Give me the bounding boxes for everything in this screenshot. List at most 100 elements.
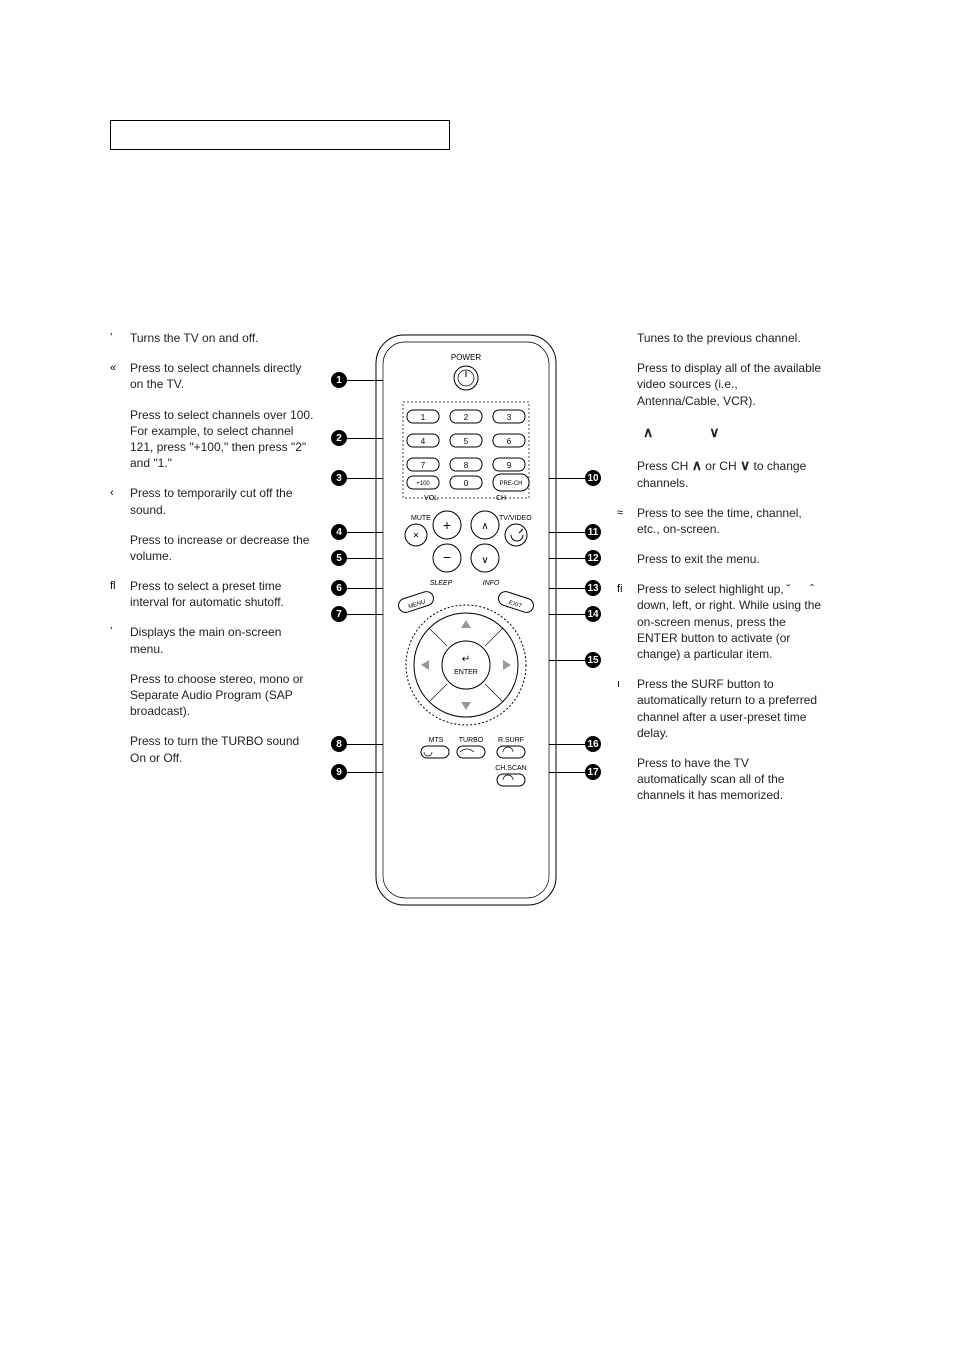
- leader-line: [347, 380, 383, 381]
- label-chscan: CH.SCAN: [495, 765, 527, 772]
- text: Press the SURF button to automatically r…: [637, 677, 817, 740]
- text: Tunes to the previous channel.: [637, 331, 801, 345]
- desc-chscan: Press to have the TV automatically scan …: [617, 755, 822, 804]
- num: ı: [617, 677, 620, 692]
- svg-text:3: 3: [507, 413, 512, 422]
- svg-text:8: 8: [464, 461, 469, 470]
- nav-glyphs: ˘ ˆ: [787, 581, 822, 597]
- key-0: 0: [464, 479, 469, 488]
- text: Press to display all of the available vi…: [637, 361, 821, 407]
- desc-rsurf: ı Press the SURF button to automatically…: [617, 676, 822, 741]
- svg-text:1: 1: [421, 413, 426, 422]
- callout-2: 2: [331, 430, 347, 446]
- text: Press to temporarily cut off the sound.: [130, 486, 293, 516]
- label-ch: CH: [496, 495, 506, 502]
- title-box: [110, 120, 450, 150]
- label-mute: MUTE: [411, 515, 431, 522]
- desc-menu: ʼ Displays the main on-screen menu.: [110, 624, 315, 656]
- leader-line: [549, 772, 585, 773]
- text: Press to select channels directly on the…: [130, 361, 301, 391]
- chevron-up-icon: ∧: [643, 423, 653, 442]
- text: Press to select a preset time interval f…: [130, 579, 284, 609]
- callout-1: 1: [331, 372, 347, 388]
- text: Press to see the time, channel, etc., on…: [637, 506, 802, 536]
- text: Press to have the TV automatically scan …: [637, 756, 784, 802]
- label-enter: ENTER: [454, 669, 478, 676]
- callout-17: 17: [585, 764, 601, 780]
- desc-power: ʼ Turns the TV on and off.: [110, 330, 315, 346]
- chevron-down-icon: ∨: [709, 423, 719, 442]
- leader-line: [549, 558, 585, 559]
- chevron-up-icon: ∧: [692, 457, 702, 473]
- chevron-row: ∧ ∨: [617, 423, 822, 442]
- num: ʼ: [110, 625, 112, 640]
- desc-tvvideo: Press to display all of the available vi…: [617, 360, 822, 409]
- callout-9: 9: [331, 764, 347, 780]
- callout-10: 10: [585, 470, 601, 486]
- label-info: INFO: [483, 580, 500, 587]
- num: ‹: [110, 486, 114, 501]
- leader-line: [347, 588, 383, 589]
- ch-down-icon: ∨: [481, 555, 488, 566]
- text: Press to exit the menu.: [637, 552, 760, 566]
- callout-6: 6: [331, 580, 347, 596]
- label-rsurf: R.SURF: [498, 737, 524, 744]
- svg-text:6: 6: [507, 437, 512, 446]
- num: ʼ: [110, 331, 112, 346]
- callout-14: 14: [585, 606, 601, 622]
- mute-icon: ✕: [413, 531, 420, 540]
- vol-down-icon: −: [443, 549, 451, 565]
- num: ﬂ: [110, 579, 116, 594]
- desc-mts: Press to choose stereo, mono or Separate…: [110, 671, 315, 720]
- callout-4: 4: [331, 524, 347, 540]
- text: Press CH ∧ or CH ∨ to change channels.: [637, 459, 806, 490]
- leader-line: [347, 772, 383, 773]
- ch-up-icon: ∧: [481, 521, 488, 532]
- label-turbo: TURBO: [459, 737, 484, 744]
- label-prech: PRE-CH: [499, 481, 522, 487]
- label-power: POWER: [451, 353, 481, 362]
- page: ʼ Turns the TV on and off. « Press to se…: [0, 0, 954, 1351]
- desc-prech: Tunes to the previous channel.: [617, 330, 822, 346]
- desc-direct-channels: « Press to select channels directly on t…: [110, 360, 315, 392]
- desc-volume: Press to increase or decrease the volume…: [110, 532, 315, 564]
- svg-text:7: 7: [421, 461, 426, 470]
- svg-text:5: 5: [464, 437, 469, 446]
- label-mts: MTS: [429, 737, 444, 744]
- desc-info: ≈ Press to see the time, channel, etc., …: [617, 505, 822, 537]
- desc-exit: Press to exit the menu.: [617, 551, 822, 567]
- desc-mute: ‹ Press to temporarily cut off the sound…: [110, 485, 315, 517]
- text: Press to choose stereo, mono or Separate…: [130, 672, 303, 718]
- vol-up-icon: +: [443, 517, 451, 533]
- callout-3: 3: [331, 470, 347, 486]
- leader-line: [347, 478, 383, 479]
- num: ≈: [617, 506, 623, 521]
- callout-11: 11: [585, 524, 601, 540]
- text: Displays the main on-screen menu.: [130, 625, 281, 655]
- leader-line: [549, 660, 585, 661]
- left-column: ʼ Turns the TV on and off. « Press to se…: [110, 330, 315, 780]
- label-sleep: SLEEP: [430, 580, 453, 587]
- svg-text:4: 4: [421, 437, 426, 446]
- callout-5: 5: [331, 550, 347, 566]
- svg-text:2: 2: [464, 413, 469, 422]
- label-tvvideo: TV/VIDEO: [499, 515, 532, 522]
- leader-line: [347, 614, 383, 615]
- desc-sleep: ﬂ Press to select a preset time interval…: [110, 578, 315, 610]
- leader-line: [347, 438, 383, 439]
- leader-line: [549, 478, 585, 479]
- leader-line: [347, 532, 383, 533]
- right-column: Tunes to the previous channel. Press to …: [617, 330, 822, 818]
- label-plus100: +100: [416, 481, 430, 487]
- leader-line: [347, 744, 383, 745]
- leader-line: [549, 614, 585, 615]
- desc-plus100: Press to select channels over 100. For e…: [110, 407, 315, 472]
- callout-15: 15: [585, 652, 601, 668]
- num: «: [110, 361, 116, 376]
- chevron-down-icon: ∨: [740, 457, 750, 473]
- enter-icon: ↵: [462, 654, 470, 665]
- leader-line: [549, 532, 585, 533]
- callout-13: 13: [585, 580, 601, 596]
- text: Press to increase or decrease the volume…: [130, 533, 309, 563]
- desc-turbo: Press to turn the TURBO sound On or Off.: [110, 733, 315, 765]
